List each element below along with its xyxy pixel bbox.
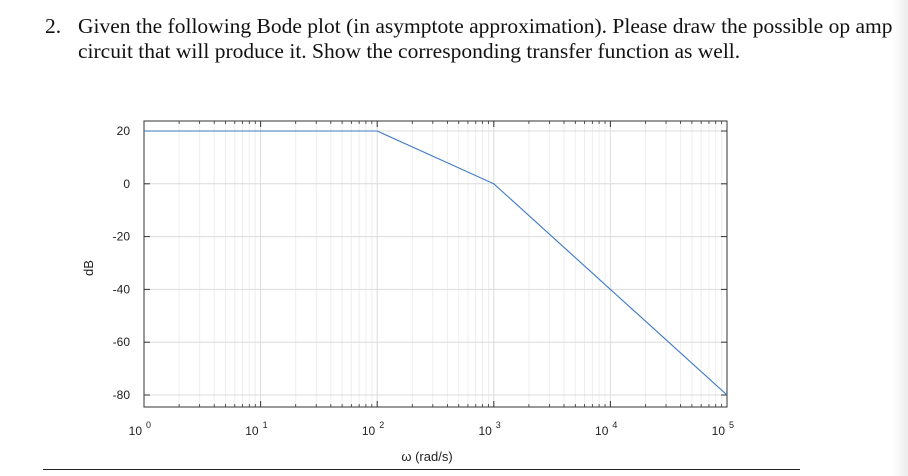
y-tick-label: 0	[123, 177, 130, 191]
x-tick-label: 10	[129, 424, 143, 438]
page-edge-shadow	[893, 0, 908, 476]
question-number: 2.	[45, 14, 62, 38]
x-tick-labels: 10 0 10 1 10 2 10 3 10 4 10 5	[129, 420, 734, 438]
tick-marks	[143, 121, 728, 407]
x-tick-label: 10	[712, 424, 726, 438]
y-tick-label: -80	[113, 388, 131, 402]
grid-lines	[143, 121, 728, 407]
y-tick-label: -60	[113, 335, 131, 349]
y-tick-label: -20	[113, 230, 131, 244]
x-tick-exponent: 3	[496, 420, 501, 430]
x-tick-label: 10	[595, 424, 609, 438]
y-axis-label: dB	[81, 260, 96, 276]
plot-frame	[143, 120, 728, 408]
question-text: Given the following Bode plot (in asympt…	[78, 14, 893, 63]
magnitude-asymptote-line	[144, 130, 728, 396]
x-tick-label: 10	[478, 424, 492, 438]
y-tick-label: 20	[117, 124, 131, 138]
x-tick-exponent: 1	[263, 420, 268, 430]
x-tick-exponent: 4	[612, 420, 617, 430]
x-tick-label: 10	[245, 424, 259, 438]
y-tick-labels: 20 0 -20 -40 -60 -80	[113, 124, 131, 402]
x-tick-exponent: 0	[146, 420, 151, 430]
x-tick-exponent: 2	[379, 420, 384, 430]
bottom-rule	[43, 469, 800, 470]
x-tick-label: 10	[362, 424, 376, 438]
y-tick-label: -40	[113, 282, 131, 296]
x-tick-exponent: 5	[729, 420, 734, 430]
x-axis-label: ω (rad/s)	[401, 449, 452, 464]
